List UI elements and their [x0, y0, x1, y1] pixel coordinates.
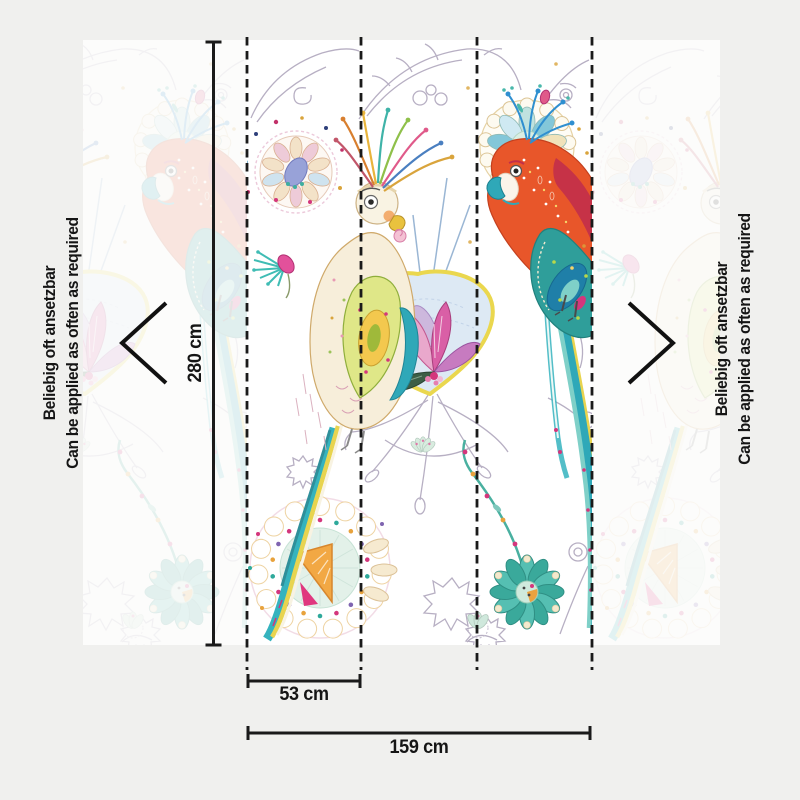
side-note-right-de: Beliebig oft ansetzbar	[713, 261, 731, 417]
height-measure-line	[205, 40, 222, 647]
panel-width-measure-line	[246, 674, 362, 688]
side-note-left-en: Can be applied as often as required	[64, 217, 82, 469]
chevron-left-icon	[119, 301, 168, 385]
panel-width-measure-label: 53 cm	[279, 684, 329, 705]
side-note-left: Beliebig oft ansetzbar Can be applied as…	[39, 217, 85, 469]
side-note-right-en: Can be applied as often as required	[736, 213, 754, 465]
chevron-right-icon	[627, 301, 676, 385]
total-width-measure-line	[246, 726, 592, 740]
side-note-left-de: Beliebig oft ansetzbar	[41, 265, 59, 421]
height-measure-label: 280 cm	[185, 323, 206, 383]
panel-separator-lines	[245, 37, 594, 670]
total-width-measure-label: 159 cm	[389, 737, 449, 758]
side-note-right: Beliebig oft ansetzbar Can be applied as…	[711, 213, 757, 465]
